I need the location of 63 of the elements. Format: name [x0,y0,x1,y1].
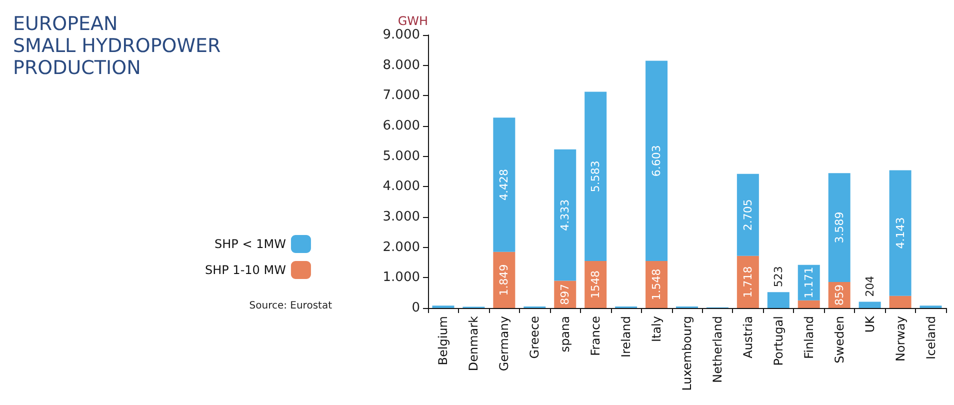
bar [554,149,576,281]
bar [828,173,850,282]
text: EUROPEAN SMALL HYDROPOWER PRODUCTION [13,13,221,79]
data-label: 1.849 [498,264,511,296]
legend-label: SHP 1-10 MW [204,263,286,277]
y-tick-label: 4.000 [382,179,420,194]
data-label: 523 [772,266,785,288]
bar [584,92,607,262]
bar [736,256,759,308]
bar [493,118,516,252]
y-tick-label: 5.000 [382,148,420,164]
y-tick-label: 9.000 [382,28,420,42]
x-tick-label: Italy [650,316,664,342]
x-tick-label: France [588,316,603,356]
data-label: 897 [558,284,572,305]
x-tick-label: Luxembourg [680,316,694,391]
x-tick-label: Belgium [436,316,450,366]
y-axis-title: GWH [398,14,428,28]
x-tick-label: Netherland [710,316,724,383]
bar [889,170,912,296]
bar [584,261,607,308]
data-label: 4.428 [498,169,511,201]
y-tick-label: 6.000 [382,118,420,134]
x-tick-label: Denmark [466,316,481,372]
bar [646,60,668,262]
data-label: 204 [863,276,876,297]
data-label: 1548 [589,270,602,299]
bar [767,292,790,308]
data-label: 4.333 [558,199,572,231]
x-tick-label: UK [862,314,877,333]
x-tick-label: Iceland [924,316,938,360]
bar [858,302,881,308]
legend-label: SHP < 1MW [214,237,286,251]
y-tick-label: 1.000 [382,270,420,286]
data-label: 5.583 [589,160,602,192]
x-tick-label: spana [558,316,572,352]
bar [889,296,912,308]
bar [798,300,820,308]
data-label: 1.718 [741,266,754,298]
data-label: 2.705 [741,199,754,231]
source-note: Source: Eurostat [249,300,332,312]
bar [798,264,820,300]
y-tick-label: 7.000 [382,88,420,104]
data-label: 859 [832,284,846,306]
x-tick-label: Germany [497,316,512,372]
data-label: 6.603 [650,145,664,177]
x-tick-label: Sweden [832,316,846,364]
x-tick-label: Finland [802,316,816,359]
x-tick-label: Portugal [771,316,786,366]
x-tick-label: Austria [740,316,755,358]
y-tick-label: 0 [412,300,420,316]
y-tick-label: 2.000 [382,240,420,255]
x-tick-label: Norway [893,316,908,362]
data-label: 1.171 [802,266,816,298]
x-tick-label: Ireland [619,316,634,358]
data-label: 3.589 [832,212,846,244]
x-tick-label: Greece [528,316,542,359]
data-label: 4.143 [894,217,907,249]
bar [493,252,516,308]
y-tick-label: 8.000 [382,58,420,73]
bar [736,174,759,256]
data-label: 1.548 [650,268,664,300]
y-tick-label: 3.000 [382,210,420,224]
